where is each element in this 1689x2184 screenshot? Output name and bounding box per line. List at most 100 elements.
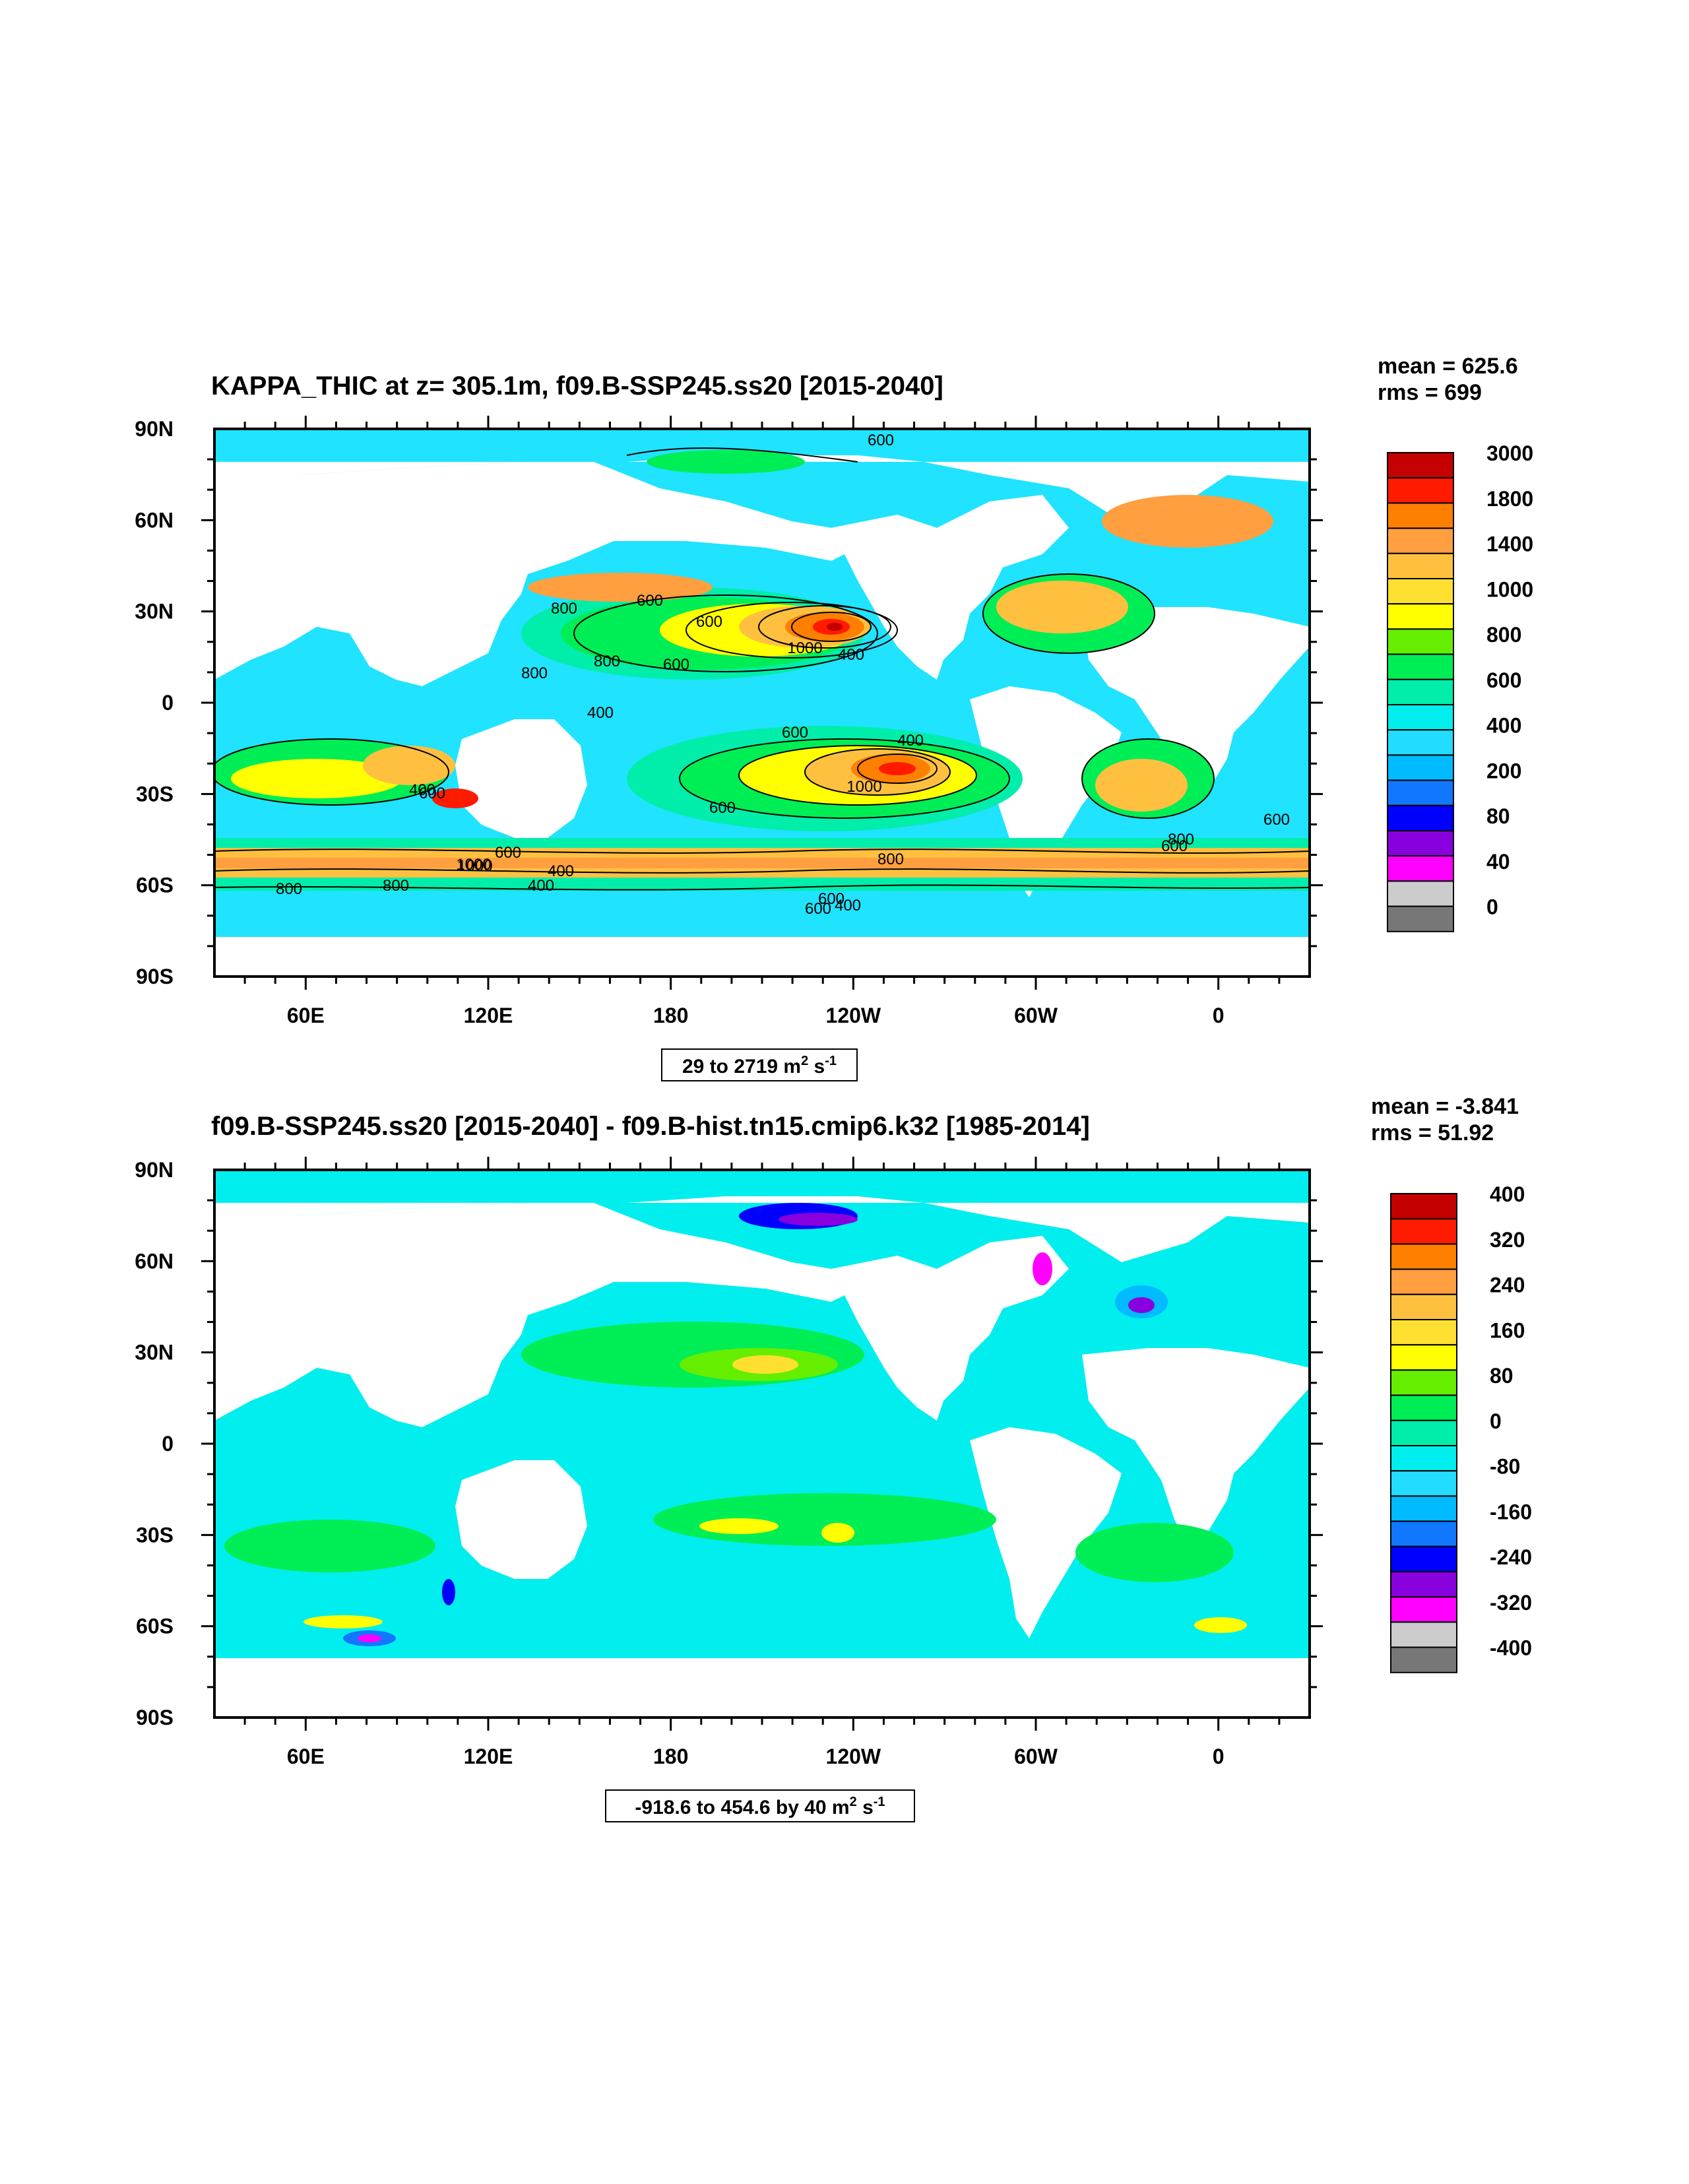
colorbar-label: 320 — [1490, 1228, 1525, 1252]
colorbar-swatch — [1390, 1571, 1457, 1598]
colorbar-swatch — [1387, 729, 1454, 756]
contour-label: 400 — [835, 897, 861, 915]
colorbar-swatch — [1387, 552, 1454, 579]
colorbar-label: -240 — [1490, 1545, 1532, 1569]
lon-tick-label: 60E — [287, 1745, 325, 1768]
colorbar-swatch — [1387, 905, 1454, 932]
colorbar-swatch — [1387, 653, 1454, 680]
colorbar-swatch — [1390, 1419, 1457, 1447]
colorbar-label: -80 — [1490, 1455, 1520, 1479]
colorbar-label: 0 — [1486, 895, 1498, 919]
colorbar-swatch — [1390, 1268, 1457, 1295]
colorbar-label: 1400 — [1486, 532, 1533, 556]
contour-label: 600 — [637, 592, 663, 610]
colorbar-swatch — [1387, 855, 1454, 882]
colorbar-swatch — [1387, 502, 1454, 529]
colorbar-swatch — [1387, 804, 1454, 832]
range-label: 29 to 2719 m2 s-1 — [661, 1048, 858, 1081]
colorbar-label: 1800 — [1486, 487, 1533, 511]
svg-text:29 to 2719 m2 s-1: 29 to 2719 m2 s-1 — [682, 1054, 837, 1077]
lon-tick-label: 180 — [653, 1745, 688, 1768]
panel-title: f09.B-SSP245.ss20 [2015-2040] - f09.B-hi… — [211, 1112, 1090, 1141]
colorbar-swatch — [1387, 578, 1454, 605]
lon-tick-label: 120E — [464, 1004, 513, 1027]
lon-tick-label: 0 — [1213, 1745, 1225, 1768]
colorbar-swatch — [1387, 830, 1454, 857]
range-label: -918.6 to 454.6 by 40 m2 s-1 — [605, 1789, 915, 1822]
colorbar: 400 320 240 160 80 0 -80 -160 -240 -320 -400 — [1390, 1182, 1532, 1673]
colorbar-swatch — [1390, 1369, 1457, 1396]
lon-tick-label: 120W — [826, 1745, 881, 1768]
lat-tick-label: 0 — [162, 1432, 174, 1456]
contour-label: 800 — [1168, 831, 1194, 849]
colorbar-swatch — [1390, 1218, 1457, 1245]
contour-label: 600 — [868, 432, 894, 449]
colorbar-label: 40 — [1486, 850, 1510, 874]
colorbar-label: 240 — [1490, 1273, 1525, 1297]
colorbar-label: 160 — [1490, 1318, 1525, 1342]
lon-tick-label: 120E — [464, 1745, 513, 1768]
lon-tick-label: 60W — [1014, 1745, 1058, 1768]
contour-label: 600 — [495, 844, 521, 862]
panel-title: KAPPA_THIC at z= 305.1m, f09.B-SSP245.ss… — [211, 371, 943, 401]
contour-label: 600 — [782, 724, 808, 742]
colorbar-swatch — [1387, 754, 1454, 781]
contour-label: 800 — [594, 653, 620, 670]
colorbar-label: 400 — [1490, 1182, 1525, 1206]
lon-tick-label: 0 — [1213, 1004, 1225, 1027]
lat-tick-label: 60S — [136, 1615, 174, 1638]
colorbar-label: 600 — [1486, 668, 1521, 692]
contour-label: 400 — [587, 704, 614, 722]
colorbar-label: -320 — [1490, 1591, 1532, 1615]
colorbar-label: 1000 — [1486, 577, 1533, 601]
panel-top: KAPPA_THIC at z= 305.1m, f09.B-SSP245.ss… — [135, 354, 1533, 1081]
contour-label: 1000 — [457, 857, 492, 875]
contour-label: 400 — [409, 781, 435, 799]
contour-label: 800 — [383, 877, 409, 895]
contour-label: 600 — [663, 656, 689, 674]
lat-tick-label: 60S — [136, 874, 174, 897]
colorbar-swatch — [1390, 1495, 1457, 1522]
colorbar-swatch — [1390, 1520, 1457, 1547]
colorbar-swatch — [1387, 628, 1454, 655]
lat-tick-label: 90N — [135, 417, 174, 441]
colorbar-label: 3000 — [1486, 441, 1533, 465]
contour-label: 1000 — [456, 856, 491, 874]
colorbar-swatch — [1390, 1193, 1457, 1220]
colorbar-swatch — [1387, 477, 1454, 504]
lat-tick-label: 60N — [135, 508, 174, 532]
lat-tick-label: 30S — [136, 1523, 174, 1547]
rms-stat: rms = 51.92 — [1371, 1120, 1494, 1145]
panel-bottom: f09.B-SSP245.ss20 [2015-2040] - f09.B-hi… — [135, 1094, 1532, 1822]
colorbar-label: 200 — [1486, 759, 1521, 783]
colorbar-swatch — [1390, 1394, 1457, 1421]
colorbar-label: 800 — [1486, 623, 1521, 647]
colorbar-label: 80 — [1490, 1364, 1514, 1388]
colorbar-swatch — [1390, 1596, 1457, 1623]
colorbar-swatch — [1390, 1344, 1457, 1371]
lon-tick-label: 180 — [653, 1004, 688, 1027]
contour-label: 600 — [805, 900, 831, 918]
contour-label: 600 — [1263, 811, 1290, 829]
lat-tick-label: 90S — [136, 965, 174, 988]
colorbar-swatch — [1390, 1545, 1457, 1573]
colorbar-swatch — [1387, 527, 1454, 554]
contour-label: 600 — [709, 799, 736, 817]
lon-tick-label: 60E — [287, 1004, 325, 1027]
colorbar-swatch — [1390, 1319, 1457, 1346]
lat-tick-label: 30N — [135, 600, 174, 624]
contour-label: 400 — [528, 877, 554, 895]
lat-tick-label: 0 — [162, 691, 174, 715]
colorbar-swatch — [1387, 678, 1454, 706]
contour-label: 600 — [818, 890, 844, 908]
colorbar-swatch — [1387, 452, 1454, 479]
lat-tick-label: 60N — [135, 1249, 174, 1273]
colorbar-swatch — [1390, 1445, 1457, 1472]
colorbar-swatch — [1390, 1621, 1457, 1648]
contour-label: 1000 — [846, 778, 881, 796]
lat-tick-label: 30N — [135, 1341, 174, 1365]
contour-label: 800 — [551, 600, 577, 618]
